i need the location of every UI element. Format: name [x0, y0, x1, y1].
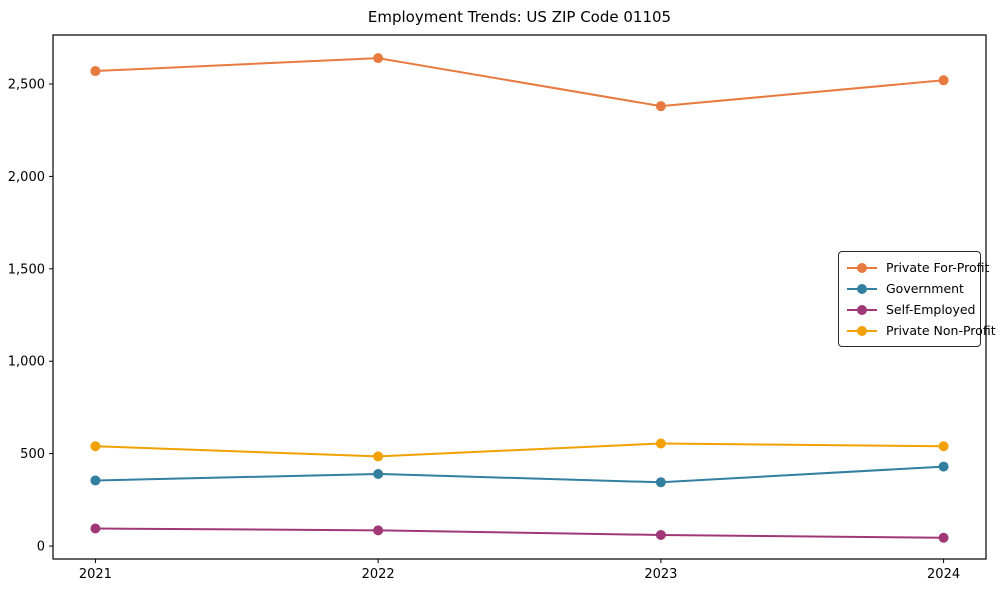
legend-label: Self-Employed	[886, 302, 976, 317]
legend-line-marker-icon	[847, 304, 877, 315]
series-line-government	[94, 465, 945, 484]
y-tick-label: 2,500	[8, 77, 45, 92]
axes-frame	[52, 34, 987, 560]
y-tick-label: 1,500	[8, 262, 45, 277]
data-point-private-non-profit	[90, 441, 101, 452]
series-line-private-non-profit	[94, 442, 945, 458]
data-point-self-employed	[90, 523, 101, 534]
legend-label: Private For-Profit	[886, 260, 990, 275]
data-point-private-non-profit	[938, 441, 949, 452]
data-point-private-non-profit	[655, 438, 666, 449]
legend-item-self-employed: Self-Employed	[847, 300, 976, 320]
x-tick-label: 2021	[79, 567, 112, 582]
data-point-government	[373, 468, 384, 479]
data-point-private-for-profit	[655, 101, 666, 112]
legend-item-private-for-profit: Private For-Profit	[847, 258, 989, 278]
y-tick-label: 500	[20, 447, 45, 462]
data-point-self-employed	[655, 529, 666, 540]
x-tick-label: 2022	[362, 567, 395, 582]
data-point-government	[938, 461, 949, 472]
y-tick-label: 1,000	[8, 355, 45, 370]
y-tick-label: 0	[37, 540, 45, 555]
data-point-self-employed	[373, 525, 384, 536]
series-line-self-employed	[94, 527, 945, 539]
y-tick-label: 2,000	[8, 170, 45, 185]
legend-line-marker-icon	[847, 283, 877, 294]
data-point-private-for-profit	[90, 66, 101, 77]
legend: Private For-Profit Government Self-Employe…	[838, 251, 996, 347]
x-tick-label: 2024	[927, 567, 960, 582]
data-point-private-non-profit	[373, 451, 384, 462]
data-point-self-employed	[938, 532, 949, 543]
legend-item-government: Government	[847, 279, 972, 299]
legend-label: Private Non-Profit	[886, 323, 996, 338]
data-point-government	[90, 475, 101, 486]
legend-item-private-non-profit: Private Non-Profit	[847, 321, 996, 341]
data-point-private-for-profit	[938, 75, 949, 86]
legend-line-marker-icon	[847, 325, 877, 336]
x-tick-label: 2023	[644, 567, 677, 582]
legend-label: Government	[886, 281, 964, 296]
chart-title: Employment Trends: US ZIP Code 01105	[367, 8, 672, 26]
series-line-private-for-profit	[94, 57, 945, 108]
data-point-private-for-profit	[373, 53, 384, 64]
data-point-government	[655, 477, 666, 488]
legend-line-marker-icon	[847, 262, 877, 273]
